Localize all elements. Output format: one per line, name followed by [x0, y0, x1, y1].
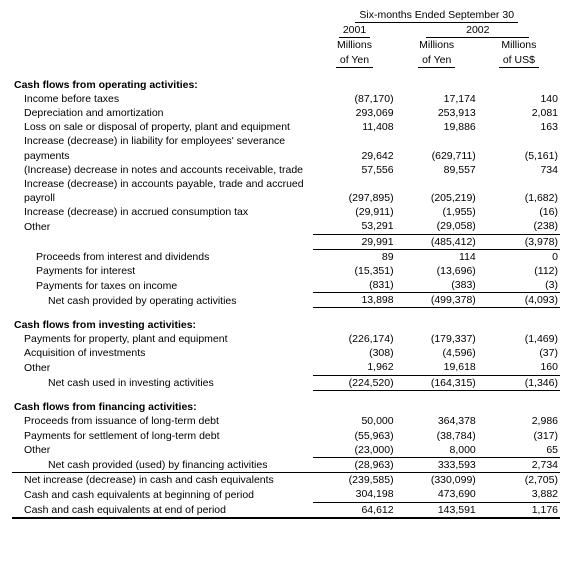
- op-row2: Payments for taxes on income(831)(383)(3…: [12, 278, 560, 293]
- op-row: Increase (decrease) in accounts payable,…: [12, 177, 560, 205]
- unit-yen-2: Millions: [396, 38, 478, 52]
- op-row: Depreciation and amortization293,069253,…: [12, 106, 560, 120]
- header-period-row: Six-months Ended September 30: [12, 8, 560, 23]
- investing-title-row: Cash flows from investing activities:: [12, 318, 560, 332]
- header-units-row-2: of Yen of Yen of US$: [12, 53, 560, 68]
- cash-flow-statement: Six-months Ended September 30 2001 2002 …: [12, 8, 560, 519]
- unit-yen-1: Millions: [313, 38, 395, 52]
- summary-row: Net increase (decrease) in cash and cash…: [12, 473, 560, 488]
- inv-net: Net cash used in investing activities(22…: [12, 375, 560, 390]
- financing-title: Cash flows from financing activities:: [12, 400, 560, 414]
- fin-row: Payments for settlement of long-term deb…: [12, 429, 560, 443]
- op-row2: Payments for interest(15,351)(13,696)(11…: [12, 264, 560, 278]
- year-2002: 2002: [426, 23, 529, 38]
- op-row2: Proceeds from interest and dividends8911…: [12, 249, 560, 264]
- operating-title: Cash flows from operating activities:: [12, 78, 560, 92]
- summary-row: Cash and cash equivalents at end of peri…: [12, 502, 560, 518]
- header-units-row-1: Millions Millions Millions: [12, 38, 560, 52]
- op-row: Increase (decrease) in liability for emp…: [12, 134, 560, 162]
- op-row: Increase (decrease) in accrued consumpti…: [12, 205, 560, 219]
- op-row: Loss on sale or disposal of property, pl…: [12, 120, 560, 134]
- inv-row: Acquisition of investments(308)(4,596)(3…: [12, 346, 560, 360]
- operating-title-row: Cash flows from operating activities:: [12, 78, 560, 92]
- year-2001: 2001: [339, 23, 370, 38]
- inv-row: Other1,96219,618160: [12, 360, 560, 375]
- inv-row: Payments for property, plant and equipme…: [12, 332, 560, 346]
- op-row: Income before taxes(87,170)17,174140: [12, 92, 560, 106]
- fin-row: Proceeds from issuance of long-term debt…: [12, 414, 560, 428]
- investing-title: Cash flows from investing activities:: [12, 318, 560, 332]
- fin-row: Other(23,000)8,00065: [12, 443, 560, 458]
- header-years-row: 2001 2002: [12, 23, 560, 38]
- fin-net: Net cash provided (used) by financing ac…: [12, 457, 560, 472]
- op-row: Other53,291(29,058)(238): [12, 219, 560, 234]
- period-title: Six-months Ended September 30: [355, 8, 518, 23]
- op-row: (Increase) decrease in notes and account…: [12, 163, 560, 177]
- summary-row: Cash and cash equivalents at beginning o…: [12, 487, 560, 502]
- financing-title-row: Cash flows from financing activities:: [12, 400, 560, 414]
- op-net: Net cash provided by operating activitie…: [12, 293, 560, 308]
- unit-usd: Millions: [478, 38, 560, 52]
- op-subtotal: 29,991(485,412)(3,978): [12, 234, 560, 249]
